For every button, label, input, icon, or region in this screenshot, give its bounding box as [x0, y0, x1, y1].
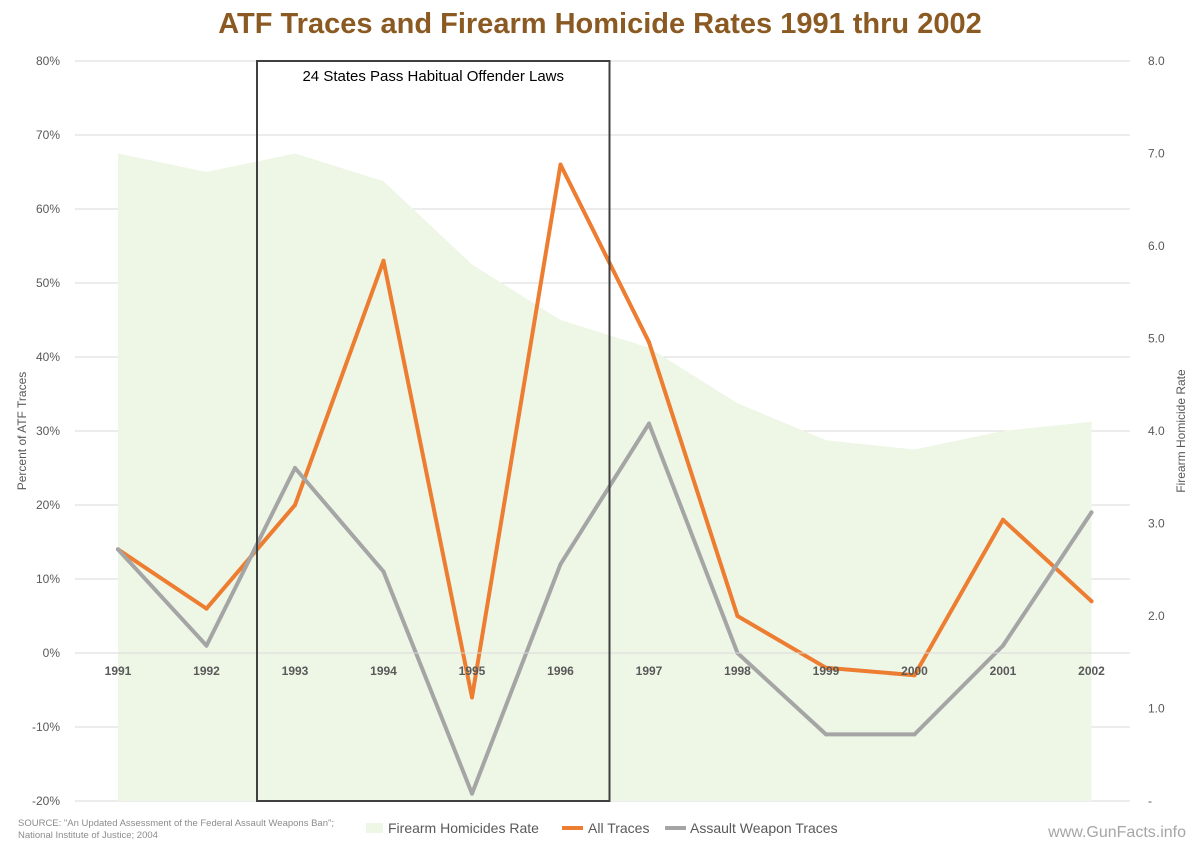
- x-tick-label: 2000: [901, 664, 928, 678]
- y2-tick-label: 5.0: [1148, 332, 1165, 346]
- x-tick-label: 1997: [636, 664, 663, 678]
- legend-label: Assault Weapon Traces: [690, 820, 838, 836]
- series-line-all-traces-point: [470, 695, 474, 700]
- watermark: www.GunFacts.info: [1048, 824, 1186, 841]
- y-tick-label: 80%: [36, 54, 60, 68]
- y2-tick-label: 6.0: [1148, 239, 1165, 253]
- series-line-all-traces-point: [647, 340, 651, 345]
- series-line-assault-weapon-traces-point: [293, 466, 297, 470]
- series-line-assault-weapon-traces-point: [470, 791, 474, 796]
- x-tick-label: 2001: [990, 664, 1017, 678]
- y-tick-label: 30%: [36, 424, 60, 438]
- series-line-all-traces-point: [1001, 517, 1005, 522]
- series-line-assault-weapon-traces-point: [204, 643, 209, 648]
- x-tick-label: 1994: [370, 664, 397, 678]
- y-tick-label: -20%: [32, 794, 60, 808]
- series-line-assault-weapon-traces-point: [824, 732, 828, 737]
- series-line-assault-weapon-traces: [116, 421, 1094, 796]
- series-line-assault-weapon-traces-point: [116, 547, 120, 552]
- y-tick-label: 50%: [36, 276, 60, 290]
- series-line-all-traces-point: [558, 162, 563, 167]
- y2-tick-label: 8.0: [1148, 54, 1165, 68]
- source-line: National Institute of Justice; 2004: [18, 830, 158, 841]
- series-line-assault-weapon-traces-point: [1089, 510, 1094, 515]
- y2-tick-label: -: [1148, 794, 1152, 808]
- y-axis-title: Percent of ATF Traces: [15, 372, 29, 491]
- homicide-rate-area: [118, 153, 1092, 801]
- x-axis: 1991 1992 1993 1994 1995 1996 1997 1998 1999 2000…: [75, 652, 1130, 678]
- annotation-box: [256, 60, 611, 802]
- y-tick-label: 0%: [43, 646, 61, 660]
- y-tick-label: 40%: [36, 350, 60, 364]
- y2-tick-label: 2.0: [1148, 609, 1165, 623]
- series-line-assault-weapon-traces-point: [1001, 643, 1005, 648]
- series-line-all-traces-point: [293, 503, 297, 507]
- x-tick-label: 2002: [1078, 664, 1105, 678]
- y2-tick-label: 3.0: [1148, 517, 1165, 531]
- y-tick-label: 20%: [36, 498, 60, 512]
- series-line-assault-weapon-traces-point: [647, 421, 651, 426]
- series-line-all-traces-point: [204, 606, 209, 611]
- x-tick-label: 1999: [813, 664, 840, 678]
- legend-label: Firearm Homicides Rate: [388, 820, 539, 836]
- y-tick-label: 60%: [36, 202, 60, 216]
- series-area-homicide-rate: [118, 153, 1092, 801]
- series-line-all-traces-point: [1089, 599, 1094, 604]
- source-note: SOURCE: "An Updated Assessment of the Fe…: [18, 818, 358, 842]
- legend-label: All Traces: [588, 820, 649, 836]
- x-tick-label: 1998: [724, 664, 751, 678]
- legend: Firearm Homicides Rate All Traces Assault …: [366, 820, 838, 836]
- series-line-all-traces-point: [912, 673, 917, 678]
- trace-lines: [116, 162, 1094, 796]
- y-axis-right: - 1.0 2.0 3.0 4.0 5.0 6.0 7.0 8.0 Firearm Homicid…: [1148, 54, 1188, 808]
- x-tick-label: 1992: [193, 664, 220, 678]
- source-line: SOURCE: "An Updated Assessment of the Fe…: [18, 818, 335, 829]
- series-line-all-traces-point: [824, 665, 828, 670]
- y-tick-label: 70%: [36, 128, 60, 142]
- annotation-label: 24 States Pass Habitual Offender Laws: [302, 68, 564, 85]
- x-tick-label: 1991: [105, 664, 132, 678]
- y-tick-label: -10%: [32, 720, 60, 734]
- x-tick-label: 1995: [459, 664, 486, 678]
- y2-axis-title: Firearm Homicide Rate: [1174, 369, 1188, 493]
- y2-tick-label: 1.0: [1148, 702, 1165, 716]
- annotation: 24 States Pass Habitual Offender Laws: [256, 60, 611, 802]
- series-line-all-traces-point: [381, 258, 386, 263]
- x-tick-label: 1993: [282, 664, 309, 678]
- series-line-assault-weapon-traces-point: [381, 569, 386, 574]
- y2-tick-label: 7.0: [1148, 147, 1165, 161]
- y-tick-label: 10%: [36, 572, 60, 586]
- series-line-all-traces: [116, 162, 1094, 700]
- series-line-assault-weapon-traces-point: [912, 732, 917, 737]
- series-line-all-traces-point: [735, 614, 740, 618]
- chart-title: ATF Traces and Firearm Homicide Rates 19…: [218, 8, 982, 40]
- y2-tick-label: 4.0: [1148, 424, 1165, 438]
- series-line-assault-weapon-traces-point: [558, 562, 563, 567]
- y-axis-left: -20% -10% 0% 10% 20% 30% 40% 50% 60% 70% 80% Percen…: [15, 54, 60, 808]
- x-tick-label: 1996: [547, 664, 574, 678]
- legend-swatch: [366, 823, 383, 833]
